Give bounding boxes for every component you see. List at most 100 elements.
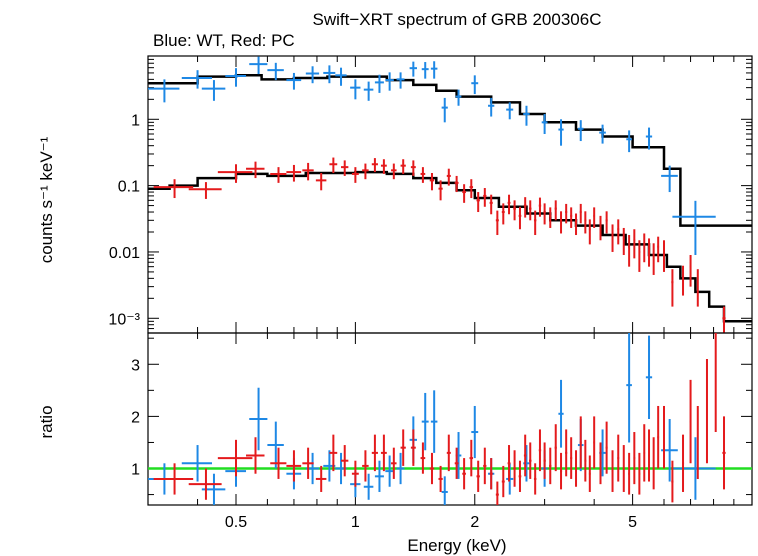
- wt-data-point: [421, 62, 429, 79]
- pc-data-point: [696, 405, 699, 479]
- pc-data-point: [429, 452, 435, 485]
- wt-data-point: [335, 67, 347, 86]
- pc-data-point: [689, 254, 692, 287]
- pc-data-point: [518, 206, 522, 230]
- wt-data-point: [430, 61, 438, 79]
- x-tick-label: 0.5: [225, 514, 247, 531]
- wt-data-point: [430, 390, 438, 453]
- pc-data-point: [538, 197, 542, 217]
- pc-data-point: [533, 463, 537, 495]
- pc-data-point: [689, 379, 692, 464]
- pc-data-point: [400, 159, 406, 174]
- pc-data-point: [270, 167, 287, 183]
- pc-data-point: [400, 429, 406, 466]
- ratio-panel: 1 2 3: [131, 332, 753, 506]
- pc-data-point: [533, 210, 537, 236]
- y-tick-label: 0.1: [118, 179, 140, 196]
- pc-data-point: [341, 445, 349, 477]
- pc-data-point: [622, 227, 625, 255]
- pc-data-point: [495, 481, 499, 505]
- pc-data-point: [489, 194, 493, 215]
- pc-data-point: [554, 200, 557, 221]
- pc-data-point: [575, 213, 578, 236]
- pc-data-point: [410, 429, 416, 466]
- pc-data-point: [554, 424, 557, 472]
- pc-data-point: [538, 429, 542, 472]
- pc-data-point: [588, 219, 591, 245]
- pc-data-point: [648, 238, 651, 267]
- pc-data-point: [549, 447, 552, 485]
- x-tick-label: 2: [470, 514, 479, 531]
- pc-data-point: [593, 207, 596, 228]
- pc-data-point: [329, 434, 338, 472]
- pc-data-point: [380, 159, 387, 174]
- wt-data-point: [441, 97, 448, 123]
- pc-data-point: [579, 416, 582, 469]
- pc-data-point: [570, 207, 573, 228]
- pc-data-point: [671, 269, 674, 307]
- pc-data-point: [438, 180, 443, 201]
- pc-data-point: [302, 162, 314, 181]
- pc-data-point: [643, 233, 646, 263]
- pc-data-point: [246, 437, 265, 474]
- pc-data-point: [420, 167, 426, 183]
- pc-data-point: [663, 240, 666, 272]
- wt-data-point: [385, 72, 394, 91]
- pc-data-point: [476, 460, 480, 492]
- wt-data-point: [323, 65, 336, 84]
- pc-data-point: [579, 203, 582, 224]
- pc-data-point: [638, 240, 641, 272]
- pc-data-point: [584, 439, 587, 482]
- pc-data-point: [617, 434, 620, 482]
- pc-data-point: [565, 429, 568, 477]
- pc-data-point: [462, 184, 466, 203]
- pc-data-point: [605, 421, 608, 474]
- wt-data-point: [471, 75, 479, 95]
- pc-data-point: [489, 458, 493, 490]
- pc-data-point: [529, 200, 532, 221]
- pc-data-point: [286, 164, 302, 182]
- pc-data-point: [362, 450, 369, 482]
- pc-data-point: [446, 168, 451, 186]
- pc-data-point: [501, 465, 505, 498]
- pc-data-point: [483, 447, 487, 485]
- pc-data-point: [584, 211, 587, 234]
- pc-data-point: [628, 235, 631, 267]
- pc-data-point: [371, 434, 378, 472]
- pc-data-point: [438, 465, 443, 492]
- pc-data-point: [446, 434, 451, 472]
- wt-data-point: [181, 445, 213, 482]
- model-line-0: [148, 74, 752, 227]
- pc-data-point: [429, 173, 435, 191]
- pc-data-point: [638, 452, 641, 495]
- pc-data-point: [315, 173, 327, 191]
- pc-data-point: [469, 439, 474, 477]
- wt-data-point: [645, 127, 653, 150]
- wt-data-point: [396, 452, 405, 485]
- wt-data-point: [626, 333, 632, 443]
- ratio-panel-y-label: ratio: [37, 405, 56, 438]
- wt-data-point: [286, 72, 302, 90]
- y-tick-label: 3: [131, 357, 140, 374]
- pc-data-point: [593, 416, 596, 469]
- pc-data-point: [681, 265, 685, 296]
- pc-data-point: [611, 224, 614, 252]
- pc-data-point: [605, 211, 608, 234]
- pc-data-point: [696, 269, 699, 307]
- pc-data-point: [217, 439, 253, 477]
- pc-data-point: [722, 416, 726, 490]
- model-line-1: [148, 170, 752, 323]
- wt-data-point: [541, 114, 548, 135]
- wt-data-point: [267, 421, 284, 469]
- pc-data-point: [188, 182, 222, 199]
- wt-data-point: [672, 200, 716, 255]
- pc-data-point: [611, 450, 614, 492]
- pc-data-point: [633, 432, 636, 485]
- pc-data-point: [341, 160, 349, 176]
- pc-data-point: [302, 447, 314, 479]
- pc-data-point: [518, 460, 522, 492]
- spectrum-frame: [147, 55, 753, 334]
- pc-data-point: [454, 447, 459, 479]
- y-tick-label: 1: [131, 462, 140, 479]
